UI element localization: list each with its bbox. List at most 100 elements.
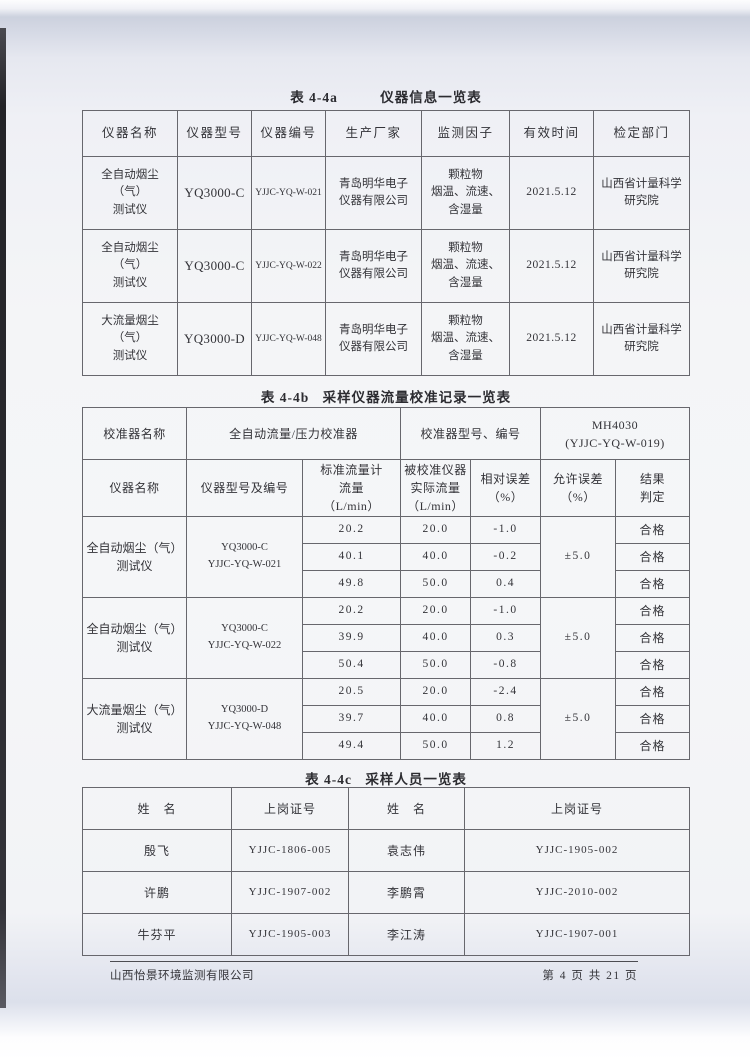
col-header-model-serial: 仪器型号及编号: [186, 459, 303, 517]
table-4-4c-title-label: 表 4-4c: [305, 772, 352, 787]
cell-result: 合格: [615, 678, 690, 706]
table-row: 全自动烟尘（气） 测试仪 YQ3000-C YJJC-YQ-W-022 青岛明华…: [82, 229, 690, 303]
cell-std-flow: 49.8: [302, 570, 401, 598]
cell-std-flow: 40.1: [302, 543, 401, 571]
table-4-4c-title-text: 采样人员一览表: [365, 772, 467, 787]
cell-rel-error: -2.4: [469, 678, 542, 706]
cell-instrument-name: 全自动烟尘（气） 测试仪: [82, 597, 187, 679]
cell-factors: 颗粒物 烟温、流速、 含湿量: [421, 156, 510, 230]
col-header-model: 仪器型号: [177, 110, 252, 157]
cell-allowed-error: ±5.0: [540, 597, 617, 679]
table-header-row: 仪器名称 仪器型号 仪器编号 生产厂家 监测因子 有效时间 检定部门: [82, 110, 690, 157]
col-header-instrument-name: 仪器名称: [82, 110, 178, 157]
cell-manufacturer: 青岛明华电子 仪器有限公司: [325, 156, 422, 230]
cell-model: YQ3000-D: [177, 302, 252, 376]
cell-std-flow: 49.4: [302, 732, 401, 760]
table-4-4c-title: 表 4-4c 采样人员一览表: [82, 768, 690, 788]
cell-std-flow: 20.2: [302, 516, 401, 544]
cell-result: 合格: [615, 516, 690, 544]
cell-result: 合格: [615, 705, 690, 733]
cell-manufacturer: 青岛明华电子 仪器有限公司: [325, 229, 422, 303]
cell-actual-flow: 50.0: [400, 732, 471, 760]
table-4-4a-title: 表 4-4a 仪器信息一览表: [82, 86, 690, 106]
cell-result: 合格: [615, 651, 690, 679]
cell-rel-error: 1.2: [469, 732, 542, 760]
cell-rel-error: -0.8: [469, 651, 542, 679]
cell-std-flow: 50.4: [302, 651, 401, 679]
table-row: 50.4 50.0 -0.8 合格: [83, 651, 690, 679]
cell-person-name: 袁志伟: [348, 829, 465, 872]
table-row: 许鹏 YJJC-1907-002 李鹏霄 YJJC-2010-002: [82, 871, 690, 914]
table-header-row: 姓 名 上岗证号 姓 名 上岗证号: [82, 787, 690, 830]
cell-result: 合格: [615, 624, 690, 652]
cell-verify-dept: 山西省计量科学 研究院: [593, 156, 690, 230]
flow-calibration-table: 校准器名称 全自动流量/压力校准器 校准器型号、编号 MH4030 (YJJC-…: [82, 407, 690, 760]
col-header-actual-flow: 被校准仪器 实际流量 （L/min）: [400, 459, 471, 517]
cell-rel-error: -0.2: [469, 543, 542, 571]
cell-model-serial: YQ3000-C YJJC-YQ-W-022: [186, 597, 303, 679]
cell-std-flow: 20.2: [302, 597, 401, 625]
cell-allowed-error: ±5.0: [540, 516, 617, 598]
cell-instrument-name: 大流量烟尘（气） 测试仪: [82, 302, 178, 376]
footer-company-name: 山西怡景环境监测有限公司: [110, 970, 254, 982]
col-header-manufacturer: 生产厂家: [325, 110, 422, 157]
col-header-name-2: 姓 名: [348, 787, 465, 830]
table-4-4a-title-label: 表 4-4a: [290, 90, 338, 105]
cell-verify-dept: 山西省计量科学 研究院: [593, 302, 690, 376]
cell-cert-number: YJJC-1905-003: [231, 913, 349, 956]
cell-rel-error: -1.0: [469, 597, 542, 625]
cell-actual-flow: 40.0: [400, 624, 471, 652]
table-row: 大流量烟尘（气） 测试仪 YQ3000-D YJJC-YQ-W-048 20.5…: [82, 678, 690, 760]
cell-instrument-name: 全自动烟尘（气） 测试仪: [82, 229, 178, 303]
cell-rel-error: 0.8: [469, 705, 542, 733]
cell-factors: 颗粒物 烟温、流速、 含湿量: [421, 302, 510, 376]
col-header-factors: 监测因子: [421, 110, 510, 157]
col-header-verify-dept: 检定部门: [593, 110, 690, 157]
table-row: 全自动烟尘（气） 测试仪 YQ3000-C YJJC-YQ-W-021 20.2…: [82, 516, 690, 598]
col-header-allowed-error: 允许误差 （%）: [540, 459, 617, 517]
cell-manufacturer: 青岛明华电子 仪器有限公司: [325, 302, 422, 376]
col-header-name-1: 姓 名: [82, 787, 232, 830]
cell-factors: 颗粒物 烟温、流速、 含湿量: [421, 229, 510, 303]
scan-edge-artifact: [0, 28, 6, 1008]
cell-actual-flow: 50.0: [400, 651, 471, 679]
cell-cert-number: YJJC-2010-002: [464, 871, 690, 914]
cell-person-name: 李江涛: [348, 913, 465, 956]
cell-model-serial: YQ3000-D YJJC-YQ-W-048: [186, 678, 303, 760]
col-header-cert-1: 上岗证号: [231, 787, 349, 830]
header-calibrator-model-label: 校准器型号、编号: [399, 407, 542, 460]
cell-cert-number: YJJC-1907-002: [231, 871, 349, 914]
table-row: 大流量烟尘（气） 测试仪 YQ3000-D YJJC-YQ-W-048 青岛明华…: [82, 302, 690, 376]
table-4-4b-title: 表 4-4b 采样仪器流量校准记录一览表: [82, 386, 690, 406]
cell-actual-flow: 40.0: [400, 543, 471, 571]
cell-rel-error: 0.3: [469, 624, 542, 652]
col-header-cert-2: 上岗证号: [464, 787, 690, 830]
col-header-valid-date: 有效时间: [509, 110, 594, 157]
cell-person-name: 牛芬平: [82, 913, 232, 956]
cell-cert-number: YJJC-1905-002: [464, 829, 690, 872]
cell-serial: YJJC-YQ-W-021: [251, 156, 326, 230]
header-calibrator-name: 全自动流量/压力校准器: [186, 407, 401, 460]
cell-actual-flow: 20.0: [400, 597, 471, 625]
cell-person-name: 殷飞: [82, 829, 232, 872]
cell-instrument-name: 全自动烟尘（气） 测试仪: [82, 516, 187, 598]
cell-instrument-name: 全自动烟尘（气） 测试仪: [82, 156, 178, 230]
cell-rel-error: 0.4: [469, 570, 542, 598]
cell-valid-date: 2021.5.12: [509, 156, 594, 230]
table-row: 全自动烟尘（气） 测试仪 YQ3000-C YJJC-YQ-W-021 青岛明华…: [82, 156, 690, 230]
cell-actual-flow: 20.0: [400, 678, 471, 706]
table-header-row: 仪器名称 仪器型号及编号 标准流量计 流量 （L/min） 被校准仪器 实际流量…: [82, 459, 690, 517]
page-footer: 山西怡景环境监测有限公司 第 4 页 共 21 页: [110, 961, 638, 983]
cell-result: 合格: [615, 570, 690, 598]
header-calibrator-label: 校准器名称: [82, 407, 187, 460]
cell-actual-flow: 40.0: [400, 705, 471, 733]
cell-cert-number: YJJC-1806-005: [231, 829, 349, 872]
cell-verify-dept: 山西省计量科学 研究院: [593, 229, 690, 303]
table-row: 全自动烟尘（气） 测试仪 YQ3000-C YJJC-YQ-W-022 20.2…: [82, 597, 690, 679]
table-4-4b-title-label: 表 4-4b: [260, 390, 310, 405]
cell-result: 合格: [615, 597, 690, 625]
footer-page-number: 第 4 页 共 21 页: [542, 970, 638, 982]
instrument-info-table: 仪器名称 仪器型号 仪器编号 生产厂家 监测因子 有效时间 检定部门 全自动烟尘…: [82, 110, 690, 376]
col-header-serial: 仪器编号: [251, 110, 326, 157]
